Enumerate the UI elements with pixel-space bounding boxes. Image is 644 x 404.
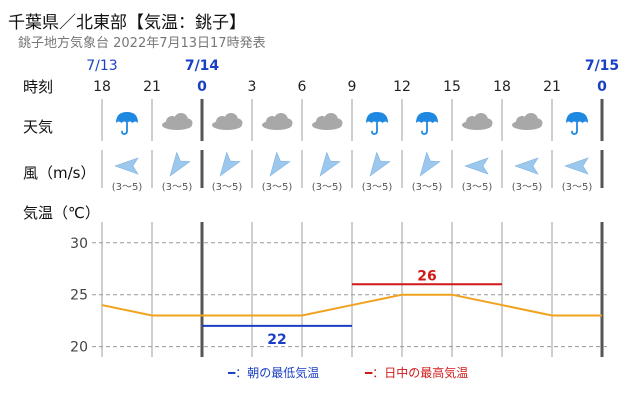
cloud-icon [512, 113, 543, 130]
date-label: 7/13 [86, 58, 117, 74]
wind-arrow-shape [419, 151, 441, 177]
y-tick-label: 30 [70, 236, 88, 252]
wind-speed-label: (3～5) [212, 182, 243, 193]
cloud-icon [212, 113, 243, 130]
wind-arrow-icon-ne [369, 151, 391, 177]
wind-arrow-shape [169, 151, 191, 177]
wind-speed-label: (3～5) [462, 182, 493, 193]
wind-arrow-icon-w [564, 157, 589, 175]
umbrella-handle [371, 122, 378, 135]
cloud-puff [183, 118, 193, 128]
wind-arrow-shape [319, 151, 341, 177]
rain-umbrella-icon [566, 112, 588, 135]
hour-label: 12 [393, 79, 411, 95]
cloud-puff [233, 118, 243, 128]
min-temp-label: 22 [267, 332, 286, 348]
cloud-puff [283, 118, 293, 128]
umbrella-canopy [116, 112, 138, 123]
cloud-icon [162, 113, 193, 130]
wind-arrow-shape [464, 157, 489, 175]
cloud-puff [333, 118, 343, 128]
wind-speed-label: (3～5) [562, 182, 593, 193]
hour-label: 6 [298, 79, 307, 95]
wind-arrow-shape [369, 151, 391, 177]
row-label-time: 時刻 [23, 78, 54, 96]
rain-umbrella-icon [416, 112, 438, 135]
umbrella-handle [421, 122, 428, 135]
wind-arrow-shape [219, 151, 241, 177]
wind-arrow-icon-ne [169, 151, 191, 177]
wind-arrow-icon-ne [319, 151, 341, 177]
legend-min: ━：朝の最低気温 [227, 365, 319, 380]
hour-label: 21 [143, 79, 161, 95]
hour-label: 15 [443, 79, 461, 95]
hour-label: 0 [197, 79, 207, 95]
wind-arrow-icon-ne [219, 151, 241, 177]
wind-speed-label: (3～5) [512, 182, 543, 193]
hour-label: 9 [348, 79, 357, 95]
wind-arrow-shape [564, 157, 589, 175]
cloud-puff [533, 118, 543, 128]
legend-max: ━：日中の最高気温 [364, 365, 468, 380]
wind-speed-label: (3～5) [362, 182, 393, 193]
hour-label: 18 [493, 79, 511, 95]
wind-arrow-icon-ne [269, 151, 291, 177]
wind-speed-label: (3～5) [262, 182, 293, 193]
hour-label: 18 [93, 79, 111, 95]
row-label-wind: 風（m/s） [23, 164, 96, 182]
y-tick-label: 25 [70, 288, 88, 304]
page-title: 千葉県／北東部【気温：銚子】 [8, 13, 246, 33]
umbrella-canopy [566, 112, 588, 123]
row-label-weather: 天気 [23, 118, 54, 136]
max-temp-label: 26 [417, 268, 436, 284]
y-tick-label: 20 [70, 340, 88, 356]
umbrella-handle [121, 122, 128, 135]
wind-arrow-icon-ne [419, 151, 441, 177]
rain-umbrella-icon [366, 112, 388, 135]
hour-label: 3 [248, 79, 257, 95]
wind-arrow-shape [114, 157, 139, 175]
wind-speed-label: (3～5) [112, 182, 143, 193]
date-label: 7/15 [585, 58, 619, 74]
cloud-puff [483, 118, 493, 128]
wind-arrow-icon-w [464, 157, 489, 175]
cloud-icon [462, 113, 493, 130]
date-label: 7/14 [185, 58, 220, 74]
umbrella-handle [571, 122, 578, 135]
umbrella-canopy [366, 112, 388, 123]
wind-speed-label: (3～5) [162, 182, 193, 193]
wind-arrow-icon-w [514, 157, 539, 175]
wind-speed-label: (3～5) [312, 182, 343, 193]
umbrella-canopy [416, 112, 438, 123]
wind-arrow-icon-w [114, 157, 139, 175]
hour-label: 0 [597, 79, 607, 95]
row-label-temperature: 気温（℃） [23, 204, 100, 222]
rain-umbrella-icon [116, 112, 138, 135]
hour-label: 21 [543, 79, 561, 95]
wind-speed-label: (3～5) [412, 182, 443, 193]
forecast-issuer: 銚子地方気象台 2022年7月13日17時発表 [18, 36, 266, 51]
cloud-icon [262, 113, 293, 130]
wind-arrow-shape [514, 157, 539, 175]
temperature-line [101, 293, 602, 317]
wind-arrow-shape [269, 151, 291, 177]
cloud-icon [312, 113, 343, 130]
